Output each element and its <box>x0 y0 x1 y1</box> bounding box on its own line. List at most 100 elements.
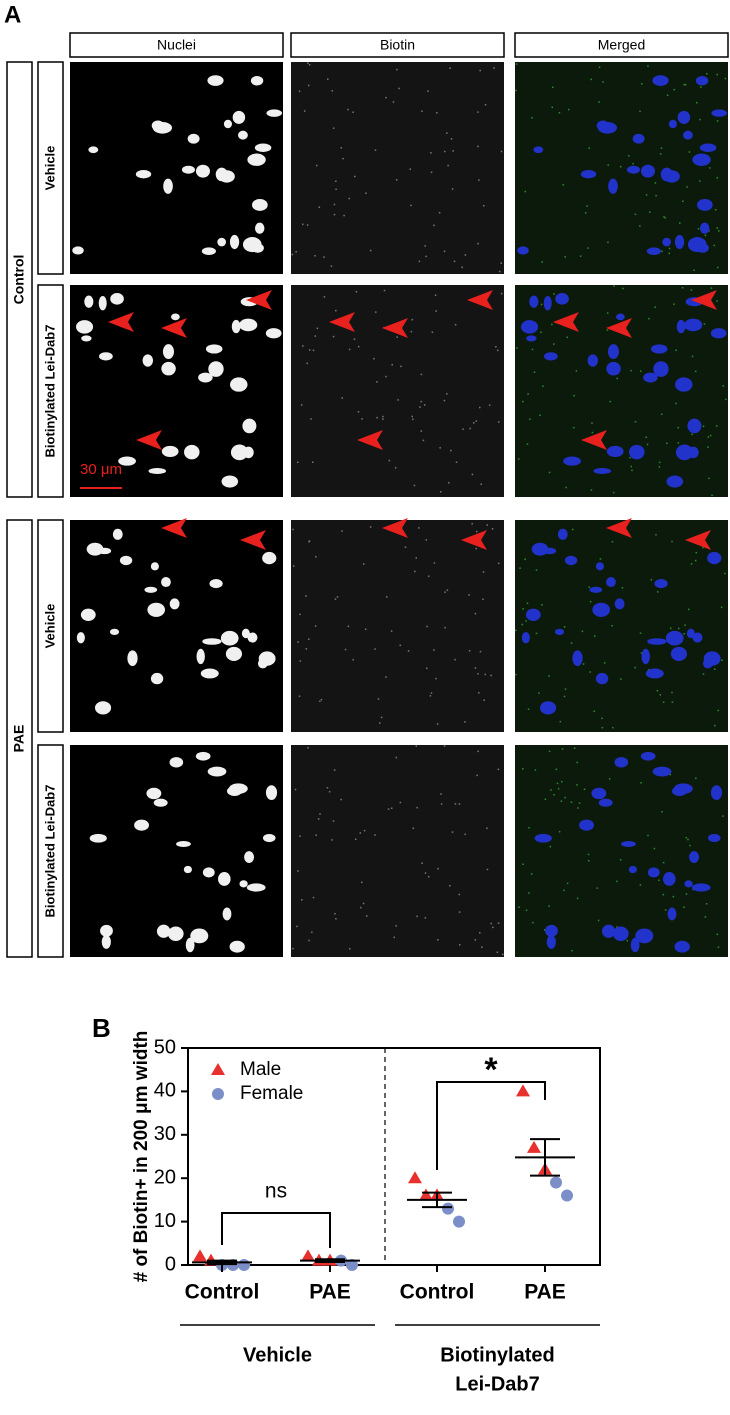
speckle <box>640 782 642 784</box>
nucleus <box>629 444 645 460</box>
micrograph <box>291 520 504 732</box>
nucleus <box>650 344 668 354</box>
speckle <box>418 260 421 263</box>
speckle <box>323 296 326 298</box>
speckle <box>645 436 647 439</box>
nucleus <box>72 246 84 255</box>
speckle <box>526 602 529 605</box>
speckle <box>482 598 484 601</box>
arrowhead <box>108 312 134 332</box>
nucleus <box>675 444 694 461</box>
speckle <box>461 266 463 269</box>
nucleus <box>142 354 153 367</box>
nucleus <box>667 907 677 921</box>
speckle <box>418 527 420 529</box>
speckle <box>394 467 397 469</box>
speckle <box>544 798 547 801</box>
nucleus <box>208 361 224 377</box>
speckle <box>661 811 663 813</box>
speckle <box>527 393 529 395</box>
speckle <box>611 624 613 627</box>
speckle <box>411 318 413 321</box>
nucleus <box>221 475 239 488</box>
speckle <box>688 151 691 153</box>
plot-frame <box>187 1047 601 1266</box>
speckle <box>722 385 724 387</box>
speckle <box>416 806 418 809</box>
speckle <box>639 632 642 634</box>
speckle <box>484 103 487 106</box>
speckle <box>429 695 432 697</box>
speckle <box>374 648 376 650</box>
speckle <box>454 658 456 661</box>
speckle <box>436 723 439 725</box>
nucleus <box>606 445 624 457</box>
speckle <box>587 247 589 249</box>
speckle <box>564 256 566 258</box>
nucleus <box>628 865 637 874</box>
speckle <box>601 726 604 729</box>
nucleus <box>156 924 171 938</box>
panel-label: B <box>92 1013 111 1043</box>
speckle <box>390 807 393 809</box>
speckle <box>543 929 546 931</box>
speckle <box>439 447 441 449</box>
speckle <box>306 224 309 226</box>
speckle <box>716 266 719 269</box>
nucleus <box>662 237 672 247</box>
speckle <box>336 596 339 598</box>
speckle <box>573 426 575 429</box>
speckle <box>391 363 393 366</box>
nucleus <box>229 377 248 392</box>
speckle <box>515 629 517 632</box>
speckle <box>352 658 354 661</box>
speckle <box>438 211 441 214</box>
speckle <box>720 606 723 609</box>
speckle <box>399 801 402 804</box>
speckle <box>386 596 388 598</box>
speckle <box>573 747 576 749</box>
nucleus <box>640 164 655 178</box>
speckle <box>444 626 446 629</box>
speckle <box>497 922 500 924</box>
speckle <box>421 110 423 113</box>
arrowhead <box>382 318 408 338</box>
nucleus <box>692 632 703 643</box>
speckle <box>656 591 659 593</box>
column-header-box <box>69 32 284 58</box>
speckle <box>395 179 398 181</box>
nucleus <box>688 446 699 459</box>
speckle <box>464 254 467 256</box>
speckle <box>697 228 700 230</box>
speckle <box>474 939 477 941</box>
speckle <box>299 835 301 837</box>
arrowhead <box>606 318 632 338</box>
speckle <box>691 355 694 358</box>
speckle <box>354 838 357 841</box>
speckle <box>724 77 727 80</box>
speckle <box>556 782 559 785</box>
nucleus <box>646 247 661 255</box>
nucleus <box>640 751 656 761</box>
speckle <box>549 845 552 848</box>
nucleus <box>686 628 695 639</box>
speckle <box>663 216 665 218</box>
speckle <box>501 953 504 956</box>
speckle <box>449 884 451 887</box>
nucleus <box>517 246 529 255</box>
speckle <box>689 844 691 847</box>
row-label: Biotinylated Lei-Dab7 <box>42 785 57 918</box>
nucleus <box>564 555 578 566</box>
speckle <box>709 167 711 169</box>
speckle <box>658 466 661 468</box>
speckle <box>437 867 439 870</box>
speckle <box>619 165 622 168</box>
speckle <box>335 309 337 312</box>
nucleus <box>242 237 262 253</box>
nucleus <box>534 833 552 843</box>
speckle <box>308 63 311 66</box>
nucleus <box>593 467 612 475</box>
speckle <box>302 345 304 347</box>
speckle <box>400 365 402 368</box>
speckle <box>382 418 384 420</box>
